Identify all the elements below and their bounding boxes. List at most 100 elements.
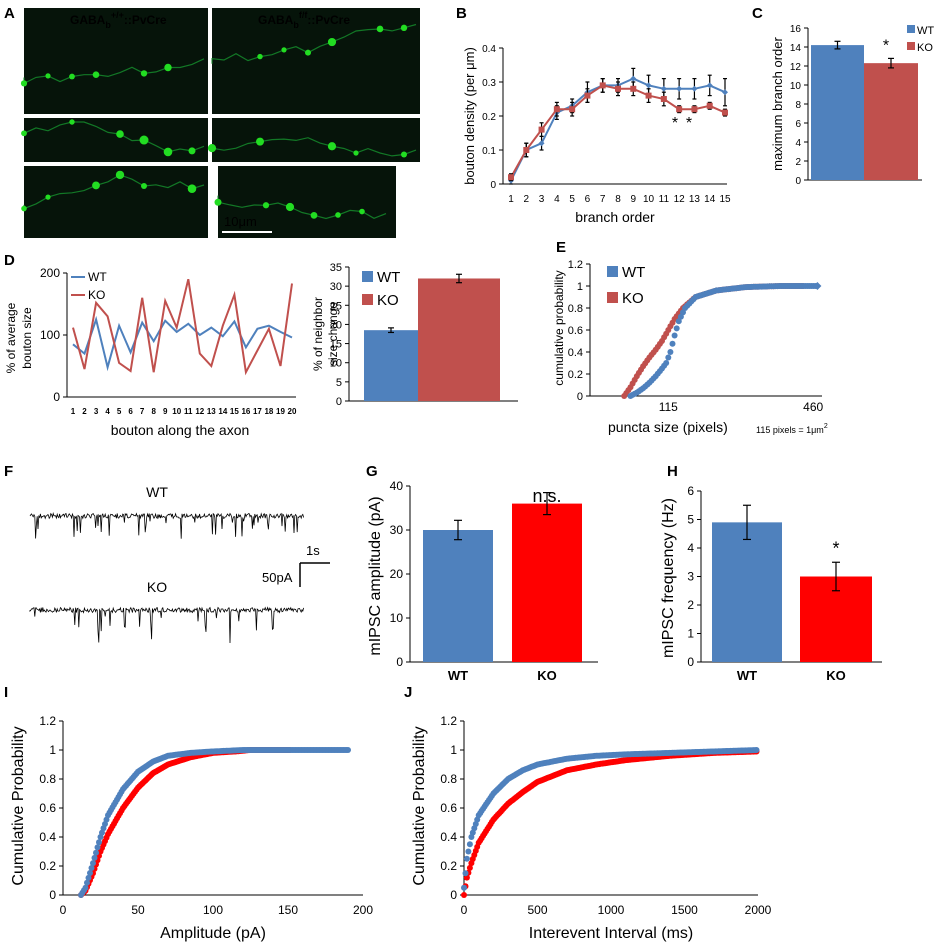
x-tick-label: 1	[71, 407, 76, 416]
y-axis-title: Cumulative Probability	[411, 726, 428, 885]
y-tick-label: 0	[450, 888, 457, 902]
x-axis-title: Amplitude (pA)	[160, 925, 266, 942]
x-tick-label: 11	[659, 194, 670, 205]
y-tick-label: 8	[795, 100, 801, 111]
y-tick-label: 20	[390, 567, 404, 581]
marker-ko	[553, 106, 560, 113]
x-tick-label: 8	[151, 407, 156, 416]
data-point-wt	[463, 855, 470, 862]
data-point-wt	[82, 884, 89, 891]
y-tick-label: 30	[390, 523, 404, 537]
x-axis-note: 115 pixels = 1μm2	[756, 423, 828, 435]
x-tick-label: 200	[353, 903, 373, 917]
legend-label-wt: WT	[88, 270, 107, 284]
bouton-dot	[214, 198, 222, 206]
current-trace-ko	[29, 606, 304, 644]
panel-letter-f: F	[4, 463, 13, 480]
x-tick-label: 15	[230, 407, 239, 416]
y-tick-label: 0.4	[440, 830, 457, 844]
y-tick-label: 6	[687, 484, 694, 498]
marker-ko	[599, 82, 606, 89]
marker-ko	[660, 96, 667, 102]
bouton-dot	[188, 147, 196, 155]
data-point-wt	[90, 860, 96, 867]
bouton-dot	[305, 49, 311, 56]
x-tick-label: 18	[264, 407, 273, 416]
axon-trace	[23, 174, 205, 210]
bar-ko	[418, 278, 500, 401]
x-axis-title: branch order	[575, 209, 655, 225]
y-tick-label: 12	[790, 62, 802, 73]
x-tick-label: 9	[163, 407, 168, 416]
micrograph-tile	[212, 8, 420, 114]
data-point-wt	[91, 854, 98, 861]
y-tick-label: 15	[330, 339, 342, 351]
x-tick-label: 150	[278, 903, 298, 917]
data-point-wt	[663, 360, 670, 366]
time-scale-label: 1s	[306, 543, 320, 558]
significance-marker: *	[883, 37, 889, 54]
panel-letter-a: A	[4, 5, 15, 22]
y-tick-label: 0.8	[568, 303, 583, 315]
panel-letter-b: B	[456, 5, 467, 22]
series-line-ko	[72, 278, 293, 376]
x-tick-label: 50	[131, 903, 145, 917]
bouton-dot	[164, 63, 172, 72]
x-tick-label: 115	[659, 400, 678, 414]
x-tick-label: 11	[184, 407, 193, 416]
bouton-dot	[139, 135, 149, 145]
legend-label-ko: KO	[88, 288, 105, 302]
y-tick-label: 3	[687, 570, 694, 584]
ko-genotype-label: GABAbf/f::PvCre	[258, 10, 350, 30]
y-tick-label: 0.6	[568, 325, 583, 337]
y-tick-label: 14	[790, 43, 802, 54]
data-point-wt	[669, 340, 676, 347]
data-point-wt	[84, 879, 90, 886]
y-tick-label: 30	[330, 281, 342, 293]
legend-swatch-ko	[362, 294, 373, 305]
x-axis-title: puncta size (pixels)	[608, 419, 728, 435]
bouton-dot	[359, 208, 365, 215]
bouton-dot	[262, 202, 270, 209]
bouton-dot	[92, 181, 100, 190]
x-axis-title: Interevent Interval (ms)	[529, 925, 694, 942]
x-tick-label: 12	[674, 194, 686, 205]
x-tick-label: 3	[539, 194, 545, 205]
scale-bar-label: 10μm	[224, 214, 257, 229]
y-tick-label: 0.2	[39, 859, 56, 873]
bouton-dot	[20, 80, 28, 87]
axon-trace	[217, 195, 387, 220]
y-tick-label: 35	[330, 262, 342, 274]
marker-wt	[676, 85, 683, 92]
axon-trace	[23, 58, 205, 85]
marker-wt	[706, 82, 713, 89]
bouton-dot	[69, 119, 75, 125]
legend-label-wt: WT	[917, 25, 934, 37]
bar-ko	[512, 503, 582, 662]
legend-swatch-ko	[607, 292, 618, 303]
x-tick-label: 10	[643, 194, 655, 205]
x-tick-label: 0	[60, 903, 67, 917]
y-tick-label: 10	[790, 81, 802, 92]
x-tick-label: 13	[207, 407, 216, 416]
y-tick-label: 0.1	[482, 146, 496, 157]
legend-label-ko: KO	[622, 290, 644, 307]
bouton-dot	[207, 144, 217, 153]
x-tick-label: 16	[241, 407, 250, 416]
marker-ko	[508, 174, 514, 181]
bouton-dot	[115, 170, 125, 180]
y-tick-label: 0.3	[482, 78, 496, 89]
data-point-wt	[673, 325, 680, 332]
y-tick-label: 0.4	[482, 44, 496, 55]
y-axis-title: % of average	[4, 302, 18, 373]
bouton-dot	[140, 70, 148, 77]
bouton-dot	[327, 142, 337, 151]
data-point-wt	[94, 844, 101, 851]
y-tick-label: 1	[687, 627, 694, 641]
marker-ko	[615, 85, 621, 92]
marker-ko	[645, 92, 652, 99]
data-point-wt	[96, 839, 102, 846]
significance-marker: n.s.	[532, 486, 561, 506]
x-tick-label: 14	[218, 407, 227, 416]
